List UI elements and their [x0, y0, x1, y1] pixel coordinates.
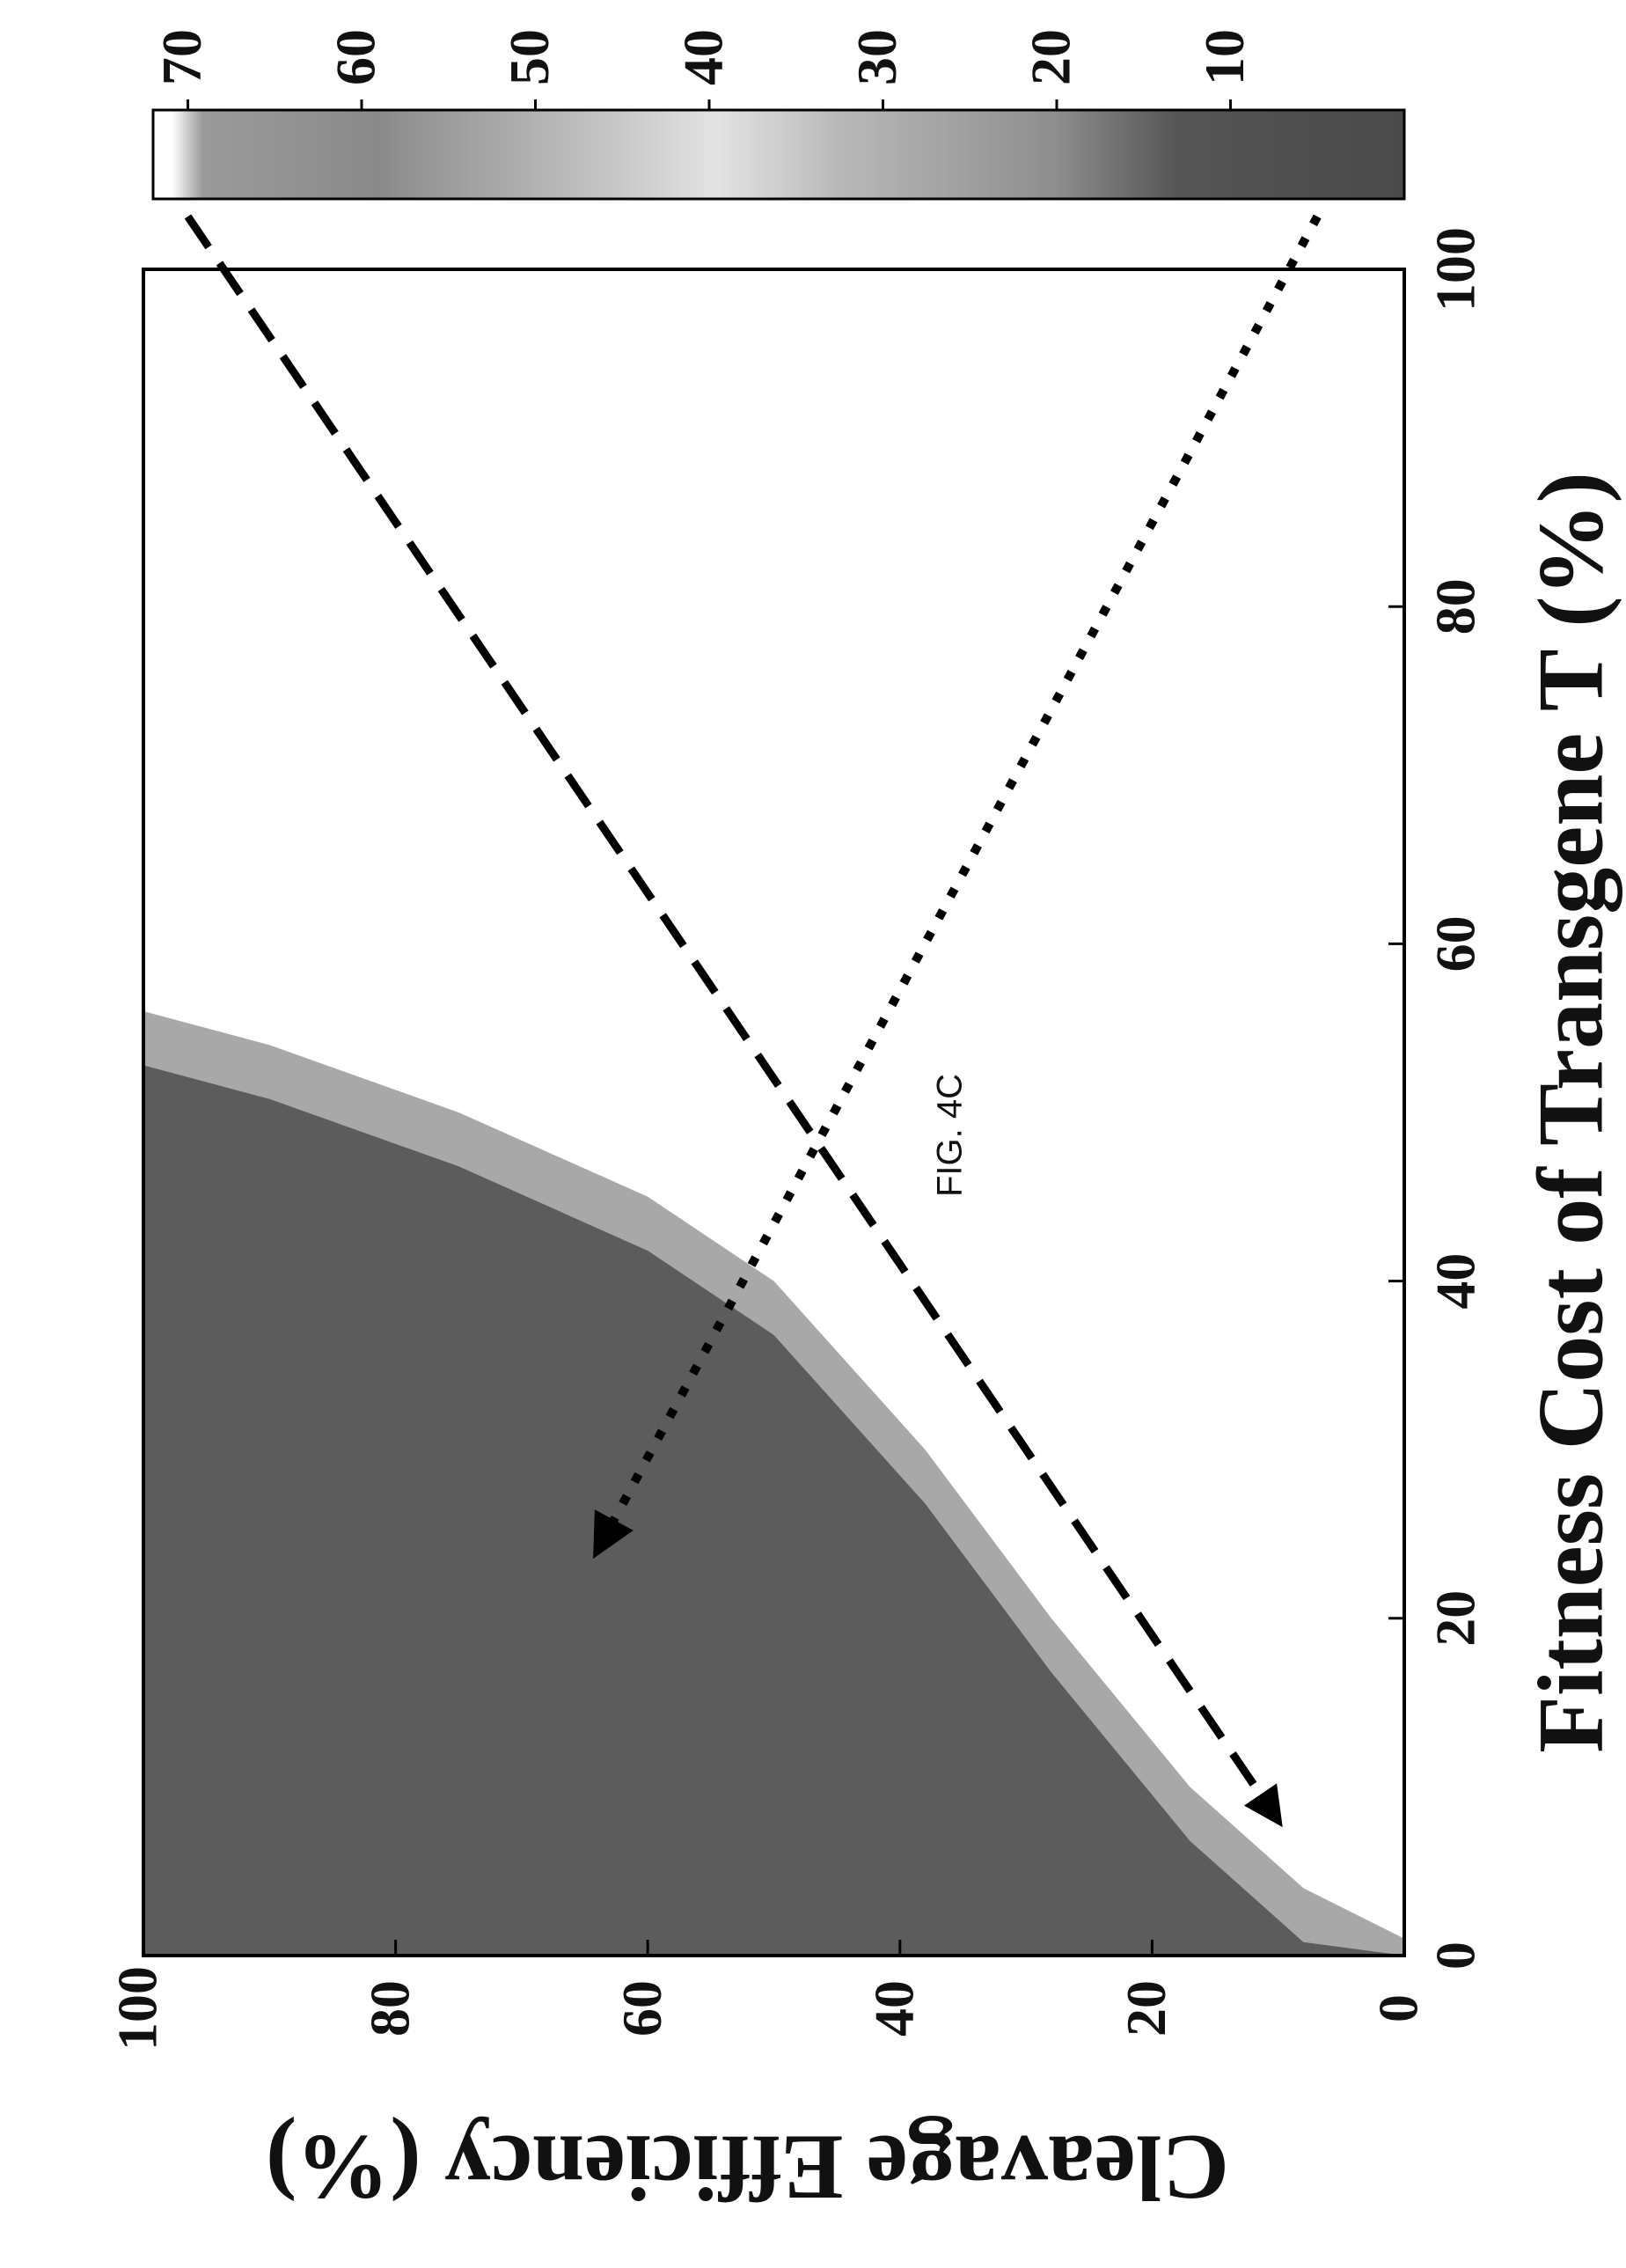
y-axis-ticks: 0 20 40 60 80 100 [106, 1940, 1430, 2051]
x-tick-label: 60 [1425, 915, 1487, 972]
colorbar-tick-label: 20 [1020, 29, 1082, 85]
dotted-arrow [593, 214, 1322, 1559]
y-tick-label: 80 [358, 1980, 421, 2037]
colorbar-ticks: 10 20 30 40 50 60 70 [150, 29, 1256, 110]
heatmap-region-fill [143, 1065, 1404, 1956]
y-tick-label: 0 [1367, 1994, 1430, 2022]
y-axis-title: Cleavage Efficiency (%) [266, 2117, 1229, 2220]
x-tick-label: 80 [1425, 578, 1487, 635]
colorbar-tick-label: 60 [325, 29, 387, 85]
dashed-arrow [184, 214, 1283, 1828]
arrows [184, 214, 1322, 1828]
colorbar: 10 20 30 40 50 60 70 [150, 29, 1406, 201]
y-tick-label: 60 [611, 1980, 673, 2037]
x-axis-title: Fitness Cost of Transgene T (%) [1519, 472, 1622, 1753]
x-tick-label: 0 [1425, 1941, 1487, 1970]
x-tick-label: 40 [1425, 1253, 1487, 1310]
x-axis-ticks: 0 20 40 60 80 100 [1388, 227, 1487, 1970]
plot-area: 0 20 40 60 80 100 0 20 40 60 80 100 [106, 227, 1487, 2051]
colorbar-tick-label: 10 [1193, 29, 1256, 85]
y-tick-label: 100 [106, 1966, 169, 2051]
y-tick-label: 40 [862, 1980, 925, 2037]
x-tick-label: 100 [1425, 227, 1487, 312]
x-tick-label: 20 [1425, 1590, 1487, 1647]
y-tick-label: 20 [1115, 1980, 1177, 2037]
colorbar-gradient-bar [151, 108, 1406, 201]
colorbar-tick-label: 30 [846, 29, 908, 85]
colorbar-tick-label: 40 [672, 29, 735, 85]
colorbar-tick-label: 50 [498, 29, 560, 85]
plot-frame [142, 268, 1406, 1957]
colorbar-tick-label: 70 [150, 29, 213, 85]
